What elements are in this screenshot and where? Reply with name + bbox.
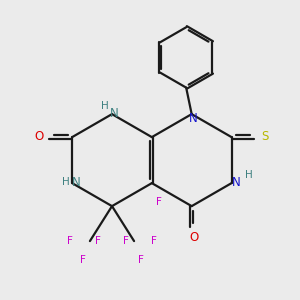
Text: N: N — [71, 176, 80, 189]
Text: F: F — [95, 236, 101, 246]
Text: N: N — [232, 176, 240, 189]
Text: F: F — [138, 255, 144, 265]
Text: N: N — [189, 112, 198, 125]
Text: F: F — [155, 197, 161, 207]
Text: S: S — [261, 130, 268, 143]
Text: N: N — [110, 107, 118, 120]
Text: F: F — [152, 236, 157, 246]
Text: O: O — [189, 231, 199, 244]
Text: H: H — [101, 101, 109, 111]
Text: F: F — [67, 236, 73, 246]
Text: F: F — [123, 236, 129, 246]
Text: H: H — [244, 170, 252, 180]
Text: H: H — [62, 177, 69, 188]
Text: F: F — [80, 255, 86, 265]
Text: O: O — [34, 130, 44, 143]
